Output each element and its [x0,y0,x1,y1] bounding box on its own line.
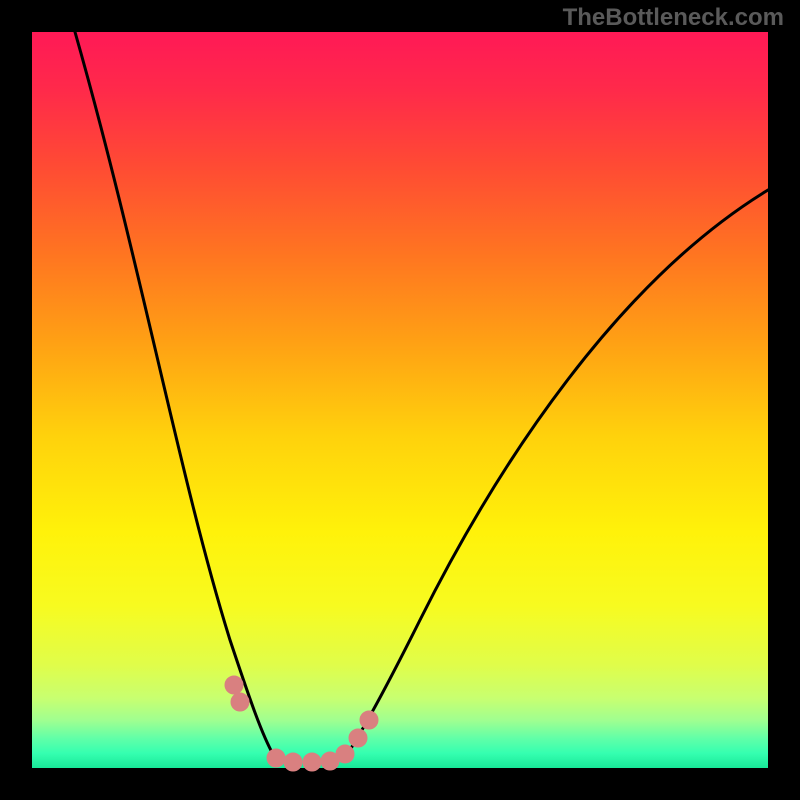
marker-point [349,729,367,747]
marker-point [284,753,302,771]
marker-point [360,711,378,729]
curve-layer [0,0,800,800]
chart-container: TheBottleneck.com [0,0,800,800]
curve-right-branch [346,190,768,756]
marker-point [231,693,249,711]
marker-point [303,753,321,771]
curve-left-branch [75,32,274,756]
marker-point [267,749,285,767]
watermark-text: TheBottleneck.com [563,4,784,32]
marker-point [336,745,354,763]
marker-point [225,676,243,694]
